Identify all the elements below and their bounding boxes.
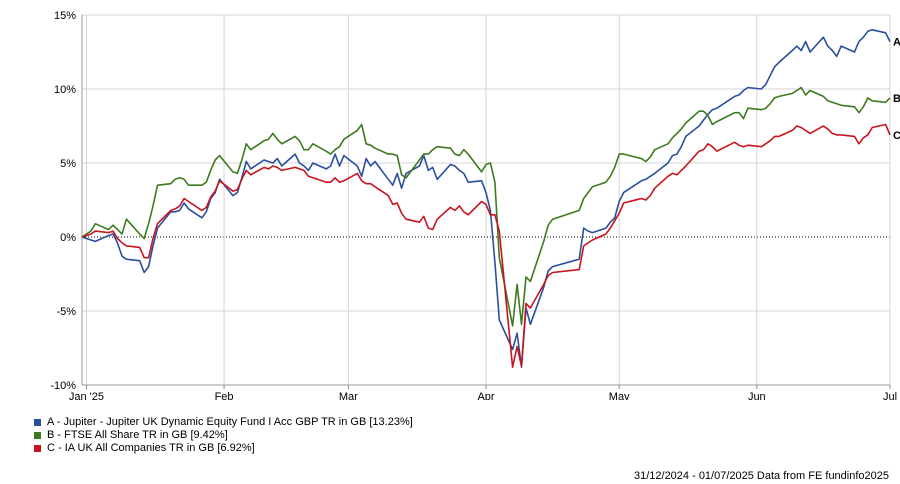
series-end-label-b: B xyxy=(893,93,900,105)
legend-swatch xyxy=(34,432,41,439)
legend-item: A - Jupiter - Jupiter UK Dynamic Equity … xyxy=(34,416,413,429)
x-tick-label: Jan '25 xyxy=(69,391,104,400)
legend-label: B - FTSE All Share TR in GB [9.42%] xyxy=(47,429,228,441)
x-tick-label: May xyxy=(609,391,630,400)
x-tick-label: Jul xyxy=(883,391,897,400)
legend-swatch xyxy=(34,419,41,426)
y-tick-label: 10% xyxy=(54,84,76,96)
y-tick-label: -5% xyxy=(56,306,76,318)
legend-item: B - FTSE All Share TR in GB [9.42%] xyxy=(34,429,413,442)
legend-label: A - Jupiter - Jupiter UK Dynamic Equity … xyxy=(47,416,413,428)
grid xyxy=(82,14,891,386)
series-line-c xyxy=(81,123,891,369)
x-tick-label: Mar xyxy=(339,391,358,400)
performance-chart: -10% -5% 0% 5% 10% 15% Jan '25 Feb Mar Apr May Jun J… xyxy=(50,10,900,400)
series-line-b xyxy=(81,86,891,327)
x-tick-label: Feb xyxy=(215,391,234,400)
axes: -10% -5% 0% 5% 10% 15% Jan '25 Feb Mar Apr May Jun J… xyxy=(50,10,897,400)
y-tick-label: 15% xyxy=(54,10,76,22)
data-source-footer: 31/12/2024 - 01/07/2025 Data from FE fun… xyxy=(633,470,889,482)
series-end-labels: A B C xyxy=(893,37,900,142)
legend-item: C - IA UK All Companies TR in GB [6.92%] xyxy=(34,442,413,455)
series-end-label-a: A xyxy=(893,37,900,49)
legend-swatch xyxy=(34,445,41,452)
x-tick-label: Apr xyxy=(477,391,494,400)
legend-label: C - IA UK All Companies TR in GB [6.92%] xyxy=(47,442,255,454)
series-lines xyxy=(81,28,891,369)
x-tick-label: Jun xyxy=(748,391,766,400)
series-line-a xyxy=(81,28,891,369)
y-tick-label: 0% xyxy=(60,232,76,244)
y-tick-label: 5% xyxy=(60,158,76,170)
series-end-label-c: C xyxy=(893,130,900,142)
y-tick-label: -10% xyxy=(50,380,76,392)
legend: A - Jupiter - Jupiter UK Dynamic Equity … xyxy=(34,416,413,455)
